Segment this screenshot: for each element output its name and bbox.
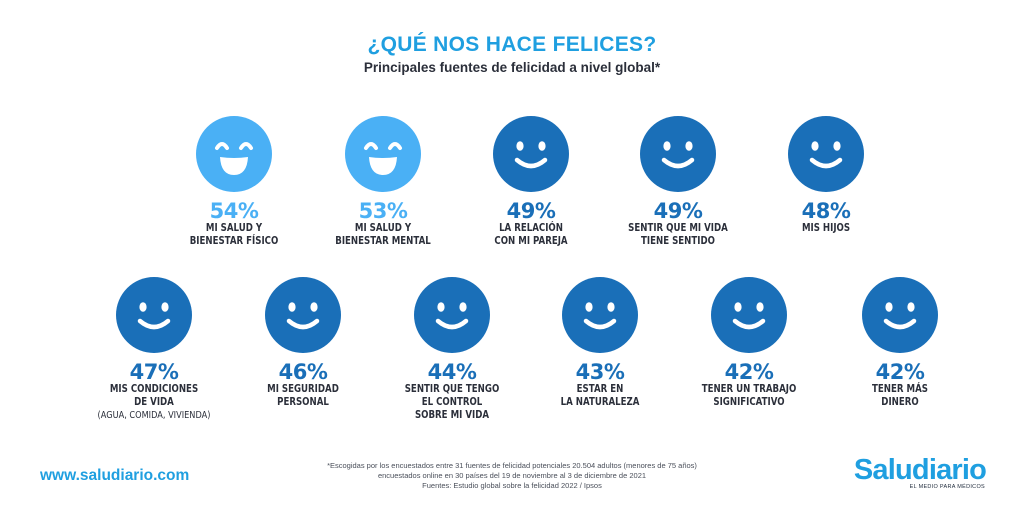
footnote: *Escogidas por los encuestados entre 31 …	[262, 461, 762, 491]
item-label: DINERO	[881, 396, 919, 408]
item-label: CON MI PAREJA	[494, 235, 568, 247]
percentage-value: 42%	[875, 360, 925, 384]
website-link[interactable]: www.saludiario.com	[40, 467, 190, 484]
smiley-face-icon	[265, 277, 341, 353]
item-label: MI SALUD Y	[354, 222, 412, 234]
percentage-value: 53%	[358, 199, 408, 223]
happiness-item: 44% SENTIR QUE TENGO EL CONTROL SOBRE MI VI…	[377, 276, 527, 422]
smiley-face-icon	[711, 277, 787, 353]
smiley-face-icon	[493, 116, 569, 192]
happiness-item: 49% SENTIR QUE MI VIDA TIENE SENTIDO	[603, 115, 753, 248]
item-label: SIGNIFICATIVO	[713, 396, 785, 408]
item-label: SENTIR QUE MI VIDA	[628, 222, 728, 234]
item-label: MI SEGURIDAD	[267, 383, 339, 395]
percentage-value: 48%	[801, 199, 851, 223]
smiley-face-icon	[788, 116, 864, 192]
happiness-item: 48% MIS HIJOS	[751, 115, 901, 235]
item-note: (AGUA, COMIDA, VIVIENDA)	[97, 410, 211, 421]
happiness-item: 54% MI SALUD Y BIENESTAR FÍSICO	[159, 115, 309, 248]
item-label: ESTAR EN	[576, 383, 624, 395]
smiley-face-icon	[640, 116, 716, 192]
laughing-face-icon	[196, 116, 272, 192]
happiness-item: 42% TENER UN TRABAJO SIGNIFICATIVO	[674, 276, 824, 409]
footnote-line: *Escogidas por los encuestados entre 31 …	[327, 461, 697, 470]
item-label: LA NATURALEZA	[560, 396, 640, 408]
item-label: DE VIDA	[134, 396, 174, 408]
item-label: TENER UN TRABAJO	[701, 383, 797, 395]
item-label: TIENE SENTIDO	[641, 235, 715, 247]
smiley-face-icon	[414, 277, 490, 353]
footnote-line: Fuentes: Estudio global sobre la felicid…	[422, 481, 602, 490]
smiley-face-icon	[116, 277, 192, 353]
item-label: MI SALUD Y	[205, 222, 263, 234]
item-label: SOBRE MI VIDA	[414, 409, 490, 421]
happiness-item: 42% TENER MÁS DINERO	[825, 276, 975, 409]
percentage-value: 43%	[575, 360, 625, 384]
item-label: TENER MÁS	[872, 383, 928, 395]
percentage-value: 42%	[724, 360, 774, 384]
laughing-face-icon	[345, 116, 421, 192]
percentage-value: 44%	[427, 360, 477, 384]
percentage-value: 46%	[278, 360, 328, 384]
page-title: ¿QUÉ NOS HACE FELICES?	[367, 33, 657, 56]
happiness-item: 53% MI SALUD Y BIENESTAR MENTAL	[308, 115, 458, 248]
item-label: PERSONAL	[277, 396, 329, 408]
percentage-value: 49%	[506, 199, 556, 223]
percentage-value: 47%	[129, 360, 179, 384]
happiness-item: 49% LA RELACIÓN CON MI PAREJA	[456, 115, 606, 248]
smiley-face-icon	[562, 277, 638, 353]
percentage-value: 54%	[209, 199, 259, 223]
item-label: MIS CONDICIONES	[109, 383, 199, 395]
item-label: BIENESTAR FÍSICO	[189, 235, 279, 247]
brand-tagline: EL MEDIO PARA MÉDICOS	[909, 484, 985, 490]
footnote-line: encuestados online en 30 países del 19 d…	[377, 471, 647, 480]
smiley-face-icon	[862, 277, 938, 353]
happiness-item: 47% MIS CONDICIONES DE VIDA (AGUA, COMIDA, …	[79, 276, 229, 422]
item-label: LA RELACIÓN	[499, 222, 563, 234]
item-label: MIS HIJOS	[801, 222, 851, 234]
item-label: SENTIR QUE TENGO	[404, 383, 500, 395]
item-label: BIENESTAR MENTAL	[335, 235, 431, 247]
happiness-item: 46% MI SEGURIDAD PERSONAL	[228, 276, 378, 409]
item-label: EL CONTROL	[421, 396, 483, 408]
page-subtitle: Principales fuentes de felicidad a nivel…	[363, 60, 661, 75]
percentage-value: 49%	[653, 199, 703, 223]
brand-logo: Saludiario EL MEDIO PARA MÉDICOS	[835, 455, 1005, 490]
happiness-item: 43% ESTAR EN LA NATURALEZA	[525, 276, 675, 409]
brand-name: Saludiario	[853, 454, 987, 486]
